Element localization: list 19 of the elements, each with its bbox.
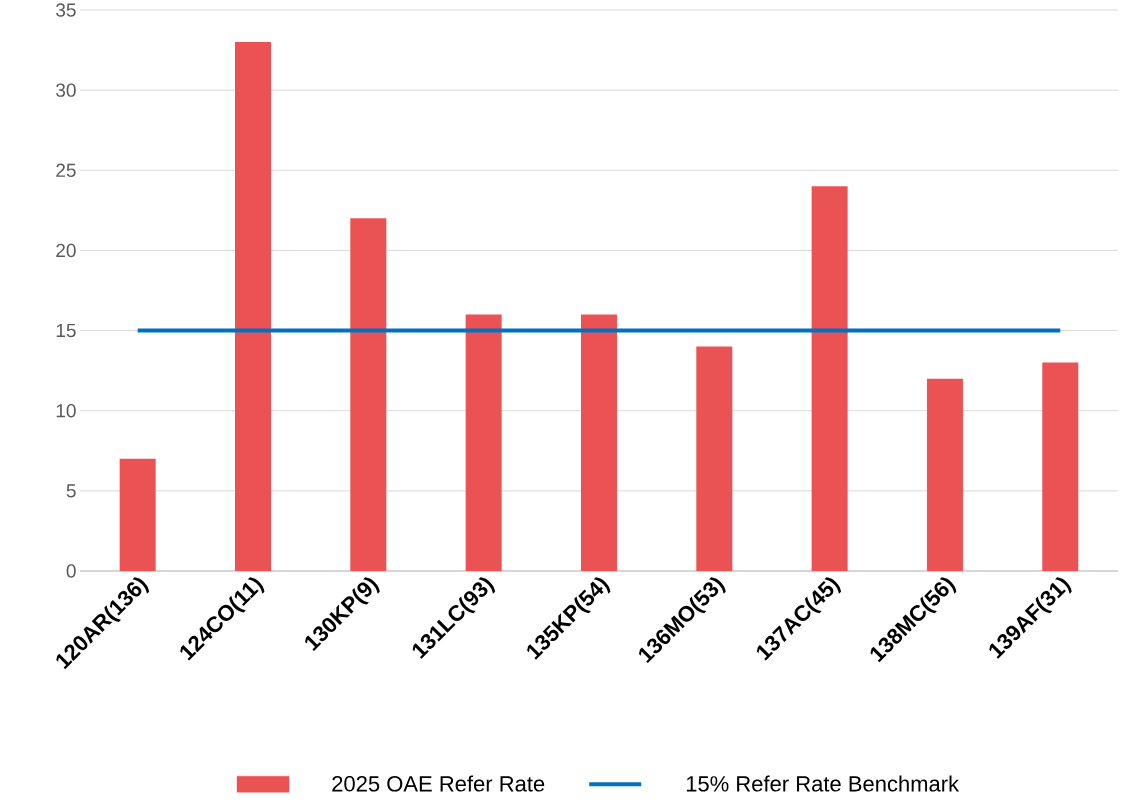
- y-tick-label: 15: [56, 323, 76, 338]
- y-tick-label: 5: [66, 484, 76, 498]
- y-tick-label: 0: [66, 564, 76, 578]
- bar: [235, 42, 271, 571]
- bar: [926, 378, 963, 571]
- bar: [350, 218, 387, 571]
- bar: [1042, 362, 1079, 571]
- bar: [119, 458, 156, 571]
- bar: [580, 314, 617, 571]
- legend-label: 15% Refer Rate Benchmark: [686, 775, 960, 792]
- bar: [811, 186, 848, 571]
- y-tick-label: 30: [56, 83, 76, 97]
- y-tick-label: 35: [56, 3, 76, 17]
- y-tick-label: 20: [56, 243, 76, 258]
- y-tick-label: 10: [56, 403, 76, 418]
- legend-label: 2025 OAE Refer Rate: [332, 775, 545, 792]
- bar: [696, 346, 733, 571]
- y-tick-label: 25: [56, 163, 76, 178]
- bar: [465, 314, 502, 571]
